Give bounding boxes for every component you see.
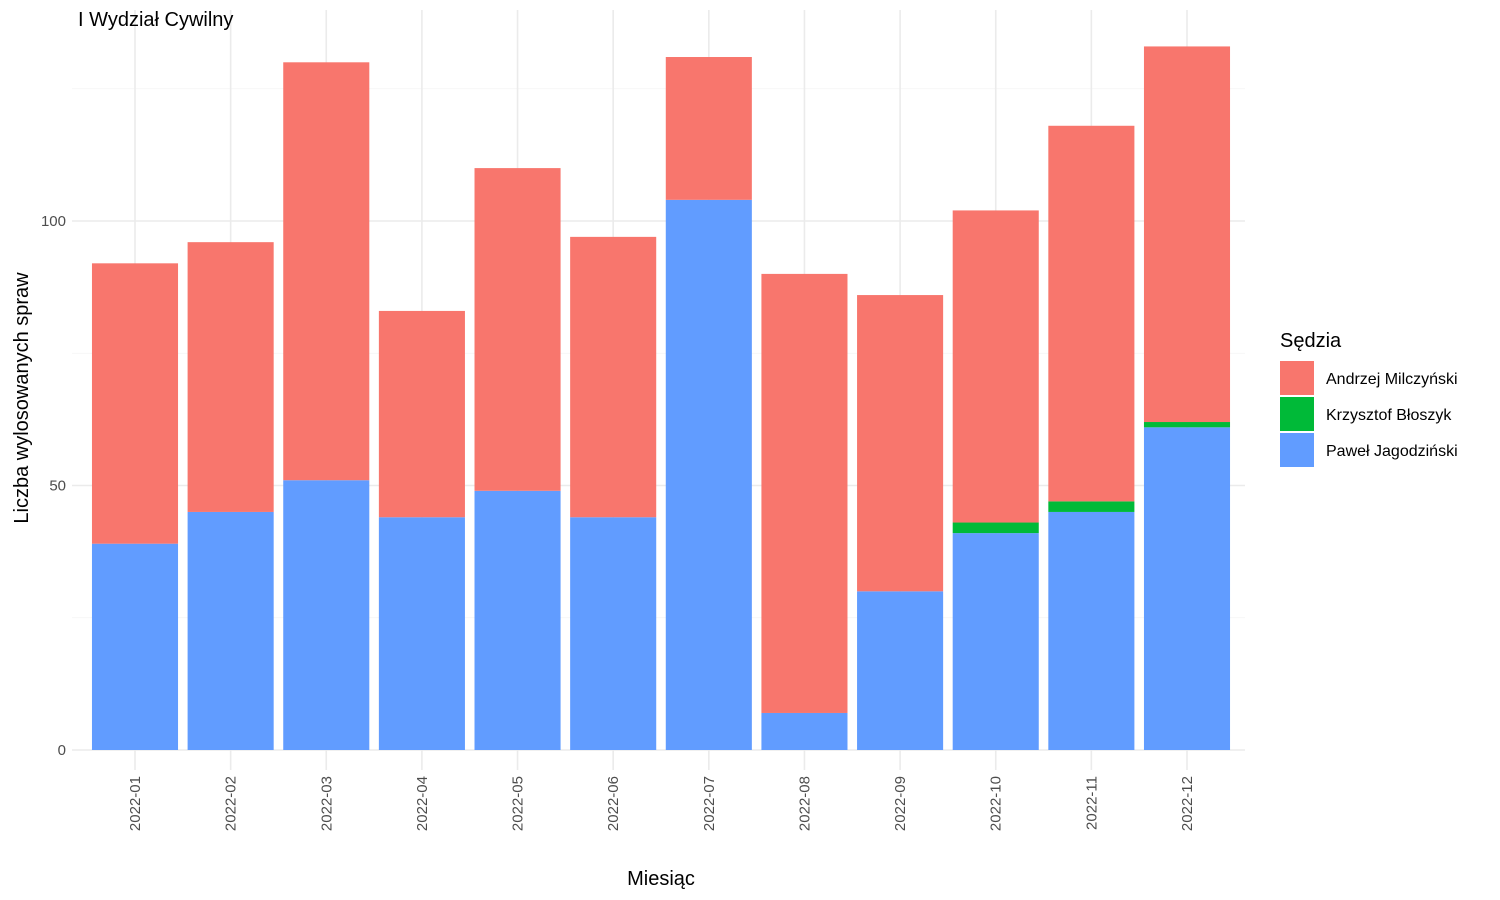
bar-segment	[761, 273, 848, 713]
y-axis-title: Liczba wylosowanych spraw	[11, 272, 33, 524]
bar-segment	[1048, 125, 1135, 502]
legend-label: Andrzej Milczyński	[1326, 371, 1458, 388]
x-tick-label: 2022-02	[223, 776, 240, 831]
x-tick-label: 2022-03	[318, 776, 335, 831]
bar-segment	[570, 236, 657, 518]
x-axis-title: Miesiąc	[627, 868, 695, 890]
legend-label: Paweł Jagodziński	[1326, 443, 1458, 460]
bar-segment	[1143, 46, 1231, 423]
x-tick-label: 2022-07	[701, 776, 718, 831]
x-tick-label: 2022-01	[127, 776, 144, 831]
bar-segment	[857, 591, 944, 750]
bar-segment	[761, 712, 848, 750]
x-tick-label: 2022-11	[1083, 776, 1100, 830]
x-tick-label: 2022-09	[892, 776, 909, 831]
bar-segment	[187, 511, 274, 750]
bar-segment	[283, 480, 370, 750]
y-tick-label: 100	[41, 213, 66, 230]
y-tick-label: 0	[58, 742, 66, 759]
bar-segment	[952, 210, 1039, 523]
bar-segment	[91, 543, 179, 750]
bar-segment	[665, 57, 752, 200]
bar-segment	[378, 517, 465, 750]
x-tick-label: 2022-06	[605, 776, 622, 831]
legend: Sędzia Andrzej Milczyński Krzysztof Błosz…	[1280, 330, 1458, 467]
bars-layer	[91, 46, 1231, 751]
bar-segment	[1048, 501, 1135, 512]
bar-segment	[187, 242, 274, 512]
bar-segment	[1048, 511, 1135, 750]
bar-segment	[474, 490, 561, 750]
bar-segment	[474, 168, 561, 491]
legend-label: Krzysztof Błoszyk	[1326, 407, 1452, 424]
bar-segment	[857, 295, 944, 592]
legend-key	[1280, 361, 1314, 395]
x-tick-label: 2022-05	[510, 776, 527, 831]
y-axis-ticks: 0 50 100	[41, 213, 66, 759]
bar-segment	[952, 522, 1039, 534]
bar-segment	[952, 533, 1039, 750]
x-tick-label: 2022-04	[414, 776, 431, 831]
bar-segment	[91, 263, 179, 544]
bar-segment	[283, 62, 370, 481]
bar-segment	[1143, 427, 1231, 750]
x-tick-label: 2022-12	[1179, 776, 1196, 831]
x-tick-label: 2022-08	[796, 776, 813, 831]
x-axis-ticks: 2022-01 2022-02 2022-03 2022-04 2022-05 2022-…	[127, 776, 1196, 831]
bar-segment	[378, 310, 465, 518]
bar-segment	[665, 199, 752, 751]
bar-segment	[570, 517, 657, 750]
bar-segment	[1143, 422, 1231, 428]
y-tick-label: 50	[49, 478, 66, 495]
legend-key	[1280, 433, 1314, 467]
legend-key	[1280, 397, 1314, 431]
chart-title: I Wydział Cywilny	[78, 9, 233, 31]
x-tick-label: 2022-10	[988, 776, 1005, 831]
legend-title: Sędzia	[1280, 330, 1342, 352]
